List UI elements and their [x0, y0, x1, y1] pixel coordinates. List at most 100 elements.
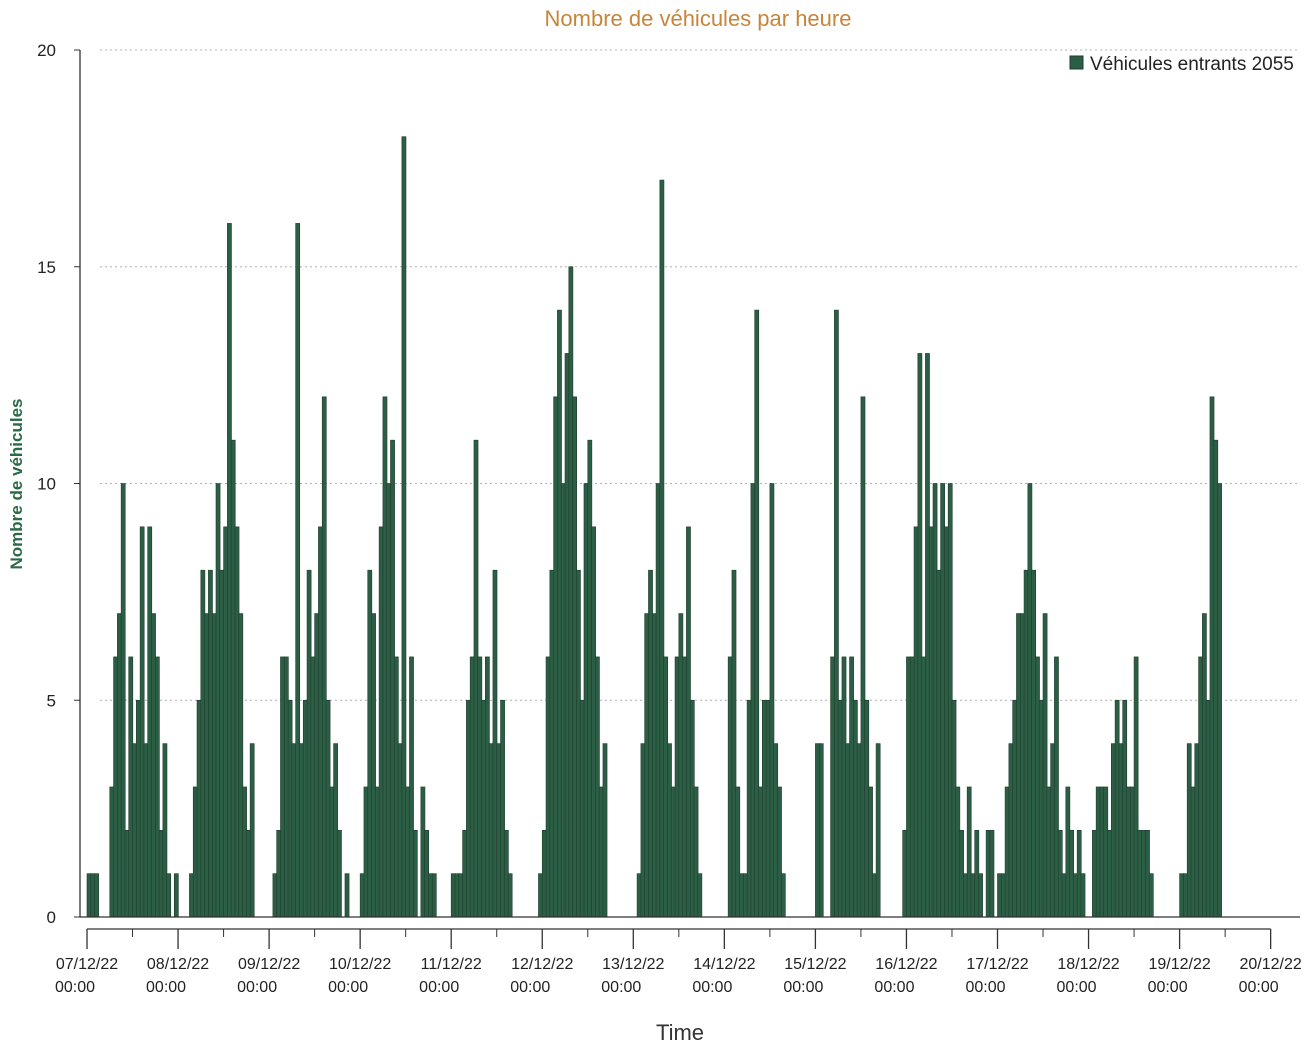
bar	[758, 786, 763, 918]
bar	[947, 483, 953, 918]
bar	[595, 656, 600, 918]
bar	[1057, 829, 1063, 918]
bar	[648, 569, 653, 918]
bar	[1198, 656, 1203, 918]
y-tick-label: 0	[47, 908, 56, 927]
bar	[746, 699, 752, 918]
x-tick-date: 10/12/22	[329, 956, 391, 973]
x-tick-date: 08/12/22	[147, 956, 209, 973]
bar	[208, 569, 213, 918]
bar	[1000, 873, 1006, 918]
x-tick-date: 17/12/22	[966, 956, 1028, 973]
bar	[299, 743, 304, 918]
bar	[405, 786, 411, 918]
x-axis-ticks: 07/12/22 00:00 08/12/22 00:00 09/12/22 00:00 1…	[55, 928, 1302, 996]
bar	[1111, 743, 1116, 918]
bar	[576, 569, 581, 918]
bar	[663, 656, 669, 918]
bar	[849, 656, 854, 918]
y-tick-label: 5	[47, 691, 56, 710]
bar	[773, 743, 779, 918]
bar	[853, 699, 858, 918]
bar	[1209, 396, 1215, 918]
bar	[382, 396, 388, 918]
bar	[466, 699, 471, 918]
bar	[1107, 829, 1112, 918]
bar	[246, 829, 251, 918]
bar	[693, 786, 699, 918]
bar	[473, 439, 479, 918]
x-tick-time: 00:00	[1239, 979, 1279, 996]
bar	[412, 829, 418, 918]
bar	[545, 656, 551, 918]
x-tick-date: 19/12/22	[1148, 956, 1210, 973]
x-tick-time: 00:00	[1148, 979, 1188, 996]
bar	[1031, 569, 1037, 918]
bar	[1122, 699, 1128, 918]
bar	[1126, 786, 1131, 918]
bar	[450, 873, 456, 918]
bar	[409, 656, 414, 918]
bar	[1129, 786, 1135, 918]
bar	[306, 569, 312, 918]
bar	[431, 873, 437, 918]
bar	[864, 699, 870, 918]
bar	[151, 613, 156, 918]
bar	[765, 699, 771, 918]
bar	[1137, 829, 1143, 918]
bar	[375, 786, 380, 918]
bar	[1118, 743, 1124, 918]
bar	[841, 656, 847, 918]
bar	[1027, 483, 1033, 918]
bar	[1076, 829, 1082, 918]
bar	[192, 786, 198, 918]
bar	[557, 309, 562, 918]
bar	[481, 699, 486, 918]
bar	[173, 873, 179, 918]
bar	[321, 396, 327, 918]
x-tick-date: 18/12/22	[1057, 956, 1119, 973]
bar	[925, 353, 930, 918]
y-tick-label: 10	[37, 475, 56, 494]
bar	[583, 483, 589, 918]
bar	[974, 829, 980, 918]
bar	[591, 526, 596, 918]
bar	[860, 396, 866, 918]
bar	[291, 743, 297, 918]
bar	[454, 873, 460, 918]
bar	[913, 526, 919, 918]
bar	[1061, 873, 1067, 918]
x-tick-date: 12/12/22	[511, 956, 573, 973]
bar	[538, 873, 543, 918]
bar	[363, 786, 369, 918]
bar	[727, 656, 733, 918]
bar	[223, 526, 228, 918]
bar	[420, 786, 426, 918]
y-tick-label: 15	[37, 258, 56, 277]
bar	[932, 483, 938, 918]
bar	[936, 569, 942, 918]
bar	[211, 613, 217, 918]
bar	[318, 526, 323, 918]
bar	[139, 526, 145, 918]
bar	[689, 699, 695, 918]
bar	[856, 743, 862, 918]
bar	[136, 699, 141, 918]
bar	[1190, 786, 1196, 918]
bar	[845, 743, 851, 918]
bars	[86, 136, 1222, 918]
bar	[86, 873, 92, 918]
bar	[735, 786, 741, 918]
bar	[469, 656, 475, 918]
bar	[302, 699, 308, 918]
x-tick-time: 00:00	[1057, 979, 1097, 996]
bar	[944, 526, 949, 918]
bar	[90, 873, 96, 918]
bar	[564, 353, 570, 918]
bar	[462, 829, 467, 918]
bar	[659, 179, 665, 918]
bar	[1145, 829, 1150, 918]
bar	[541, 829, 547, 918]
bar	[875, 743, 881, 918]
bar	[378, 526, 384, 918]
